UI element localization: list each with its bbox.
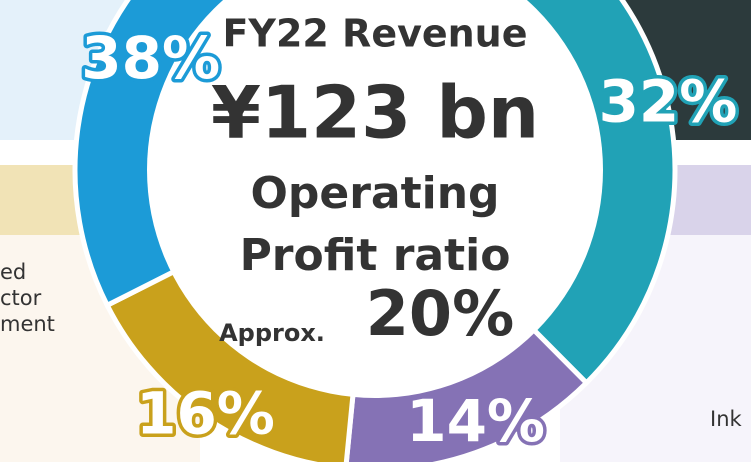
annotation: Operating bbox=[250, 168, 499, 219]
value-label: 16% bbox=[136, 380, 275, 448]
value-label: 38% bbox=[81, 24, 220, 92]
side-text: ctor bbox=[0, 286, 42, 310]
value-label: 32% bbox=[599, 68, 738, 136]
chart-title: FY22 Revenue bbox=[222, 12, 527, 56]
value-label: 14% bbox=[406, 387, 545, 455]
side-text: Ink bbox=[710, 407, 743, 431]
annotation: Profit ratio bbox=[240, 230, 511, 281]
annotation: Approx. bbox=[219, 319, 325, 347]
chart-subtitle: ¥123 bn bbox=[211, 71, 539, 155]
side-text: ment bbox=[0, 312, 55, 336]
annotation: 20% bbox=[366, 277, 514, 350]
donut-hole bbox=[147, 0, 603, 398]
side-text: ed bbox=[0, 260, 26, 284]
